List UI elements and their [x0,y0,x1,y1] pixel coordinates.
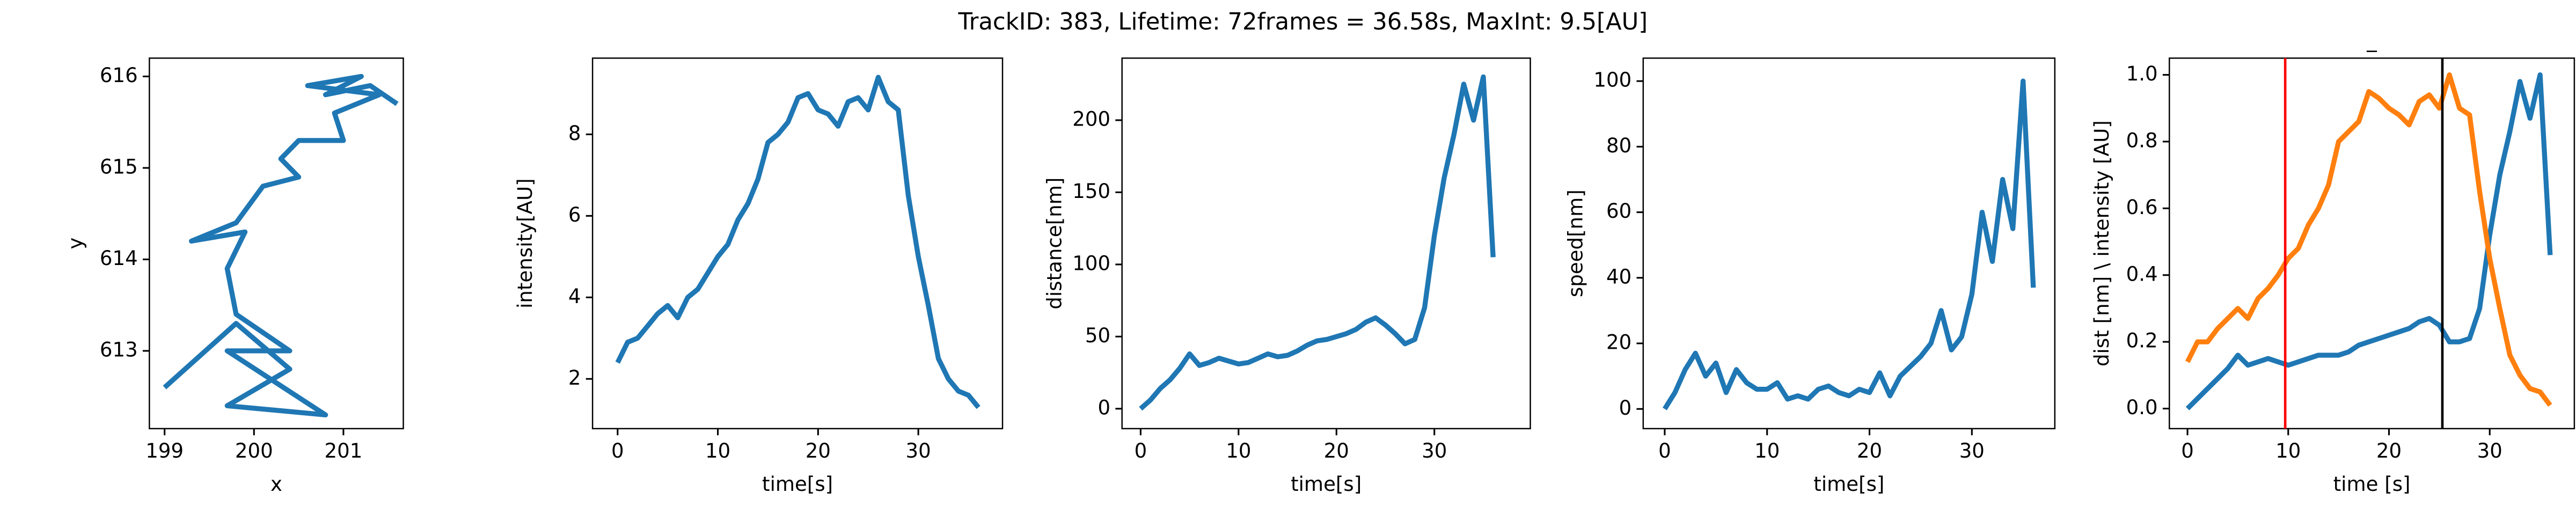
y-tick-label: 0.6 [2126,196,2158,219]
axes-frame [1121,57,1531,430]
y-tick-label: 40 [1606,265,1631,288]
y-tick-label: 0 [1097,396,1110,419]
x-axis-label: x [270,473,282,496]
y-tick-label: 50 [1085,324,1110,347]
data-line [615,75,980,409]
y-tick-label: 150 [1072,180,1110,203]
data-line [1663,78,2036,410]
x-tick-label: 20 [1324,439,1349,462]
x-axis-label: time [s] [2333,473,2411,496]
x-axis-label: time[s] [762,473,833,496]
x-tick-label: 10 [2275,439,2301,462]
y-tick-label: 20 [1606,331,1631,354]
y-tick-label: 100 [1593,69,1631,92]
x-tick-label: 199 [145,439,184,462]
x-tick-label: 201 [324,439,362,462]
x-tick-label: 200 [235,439,273,462]
axes-frame [591,57,1004,430]
y-tick-label: 80 [1606,134,1631,157]
y-tick-label: 0.8 [2126,129,2158,152]
x-tick-label: 30 [1422,439,1447,462]
y-tick-label: 200 [1072,108,1110,131]
y-tick-label: 616 [100,64,138,87]
x-tick-label: 0 [2181,439,2194,462]
y-tick-label: 4 [568,285,581,308]
x-tick-label: 10 [1754,439,1780,462]
axes-frame [2169,57,2575,430]
x-tick-label: 10 [1226,439,1251,462]
y-tick-label: 60 [1606,200,1631,223]
x-tick-label: 20 [806,439,831,462]
x-axis-label: time[s] [1291,473,1362,496]
y-tick-label: 0.2 [2126,329,2158,352]
x-tick-label: 30 [2477,439,2502,462]
x-tick-label: 0 [611,439,624,462]
y-tick-label: 0 [1619,396,1632,420]
y-tick-label: 2 [568,366,581,389]
y-tick-label: 1.0 [2126,62,2158,85]
y-axis-label: intensity[AU] [514,178,537,308]
y-axis-label: speed[nm] [1564,189,1587,297]
axes-frame [149,57,404,430]
y-tick-label: 613 [100,339,138,362]
y-axis-label: distance[nm] [1043,178,1066,310]
x-tick-label: 10 [705,439,730,462]
data-line [2185,72,2553,410]
x-tick-label: 30 [906,439,931,462]
x-tick-label: 20 [2376,439,2402,462]
y-tick-label: 0.4 [2126,262,2158,285]
x-tick-label: 30 [1959,439,1985,462]
y-tick-label: 614 [100,247,138,270]
y-tick-label: 6 [568,203,581,226]
y-axis-label: y [64,238,87,249]
y-tick-label: 615 [100,155,138,178]
data-line [1139,74,1496,411]
axes-title: _ [2366,29,2377,52]
y-tick-label: 8 [568,122,581,145]
x-tick-label: 0 [1135,439,1147,462]
x-tick-label: 20 [1857,439,1882,462]
y-tick-label: 100 [1072,252,1110,275]
data-line [163,73,399,418]
figure-title: TrackID: 383, Lifetime: 72frames = 36.58… [958,9,1648,35]
y-axis-label: dist [nm] \ intensity [AU] [2090,120,2113,366]
axes-frame [1642,57,2056,430]
x-axis-label: time[s] [1813,473,1884,496]
data-line [2185,72,2552,407]
x-tick-label: 0 [1658,439,1671,462]
y-tick-label: 0.0 [2126,396,2158,419]
